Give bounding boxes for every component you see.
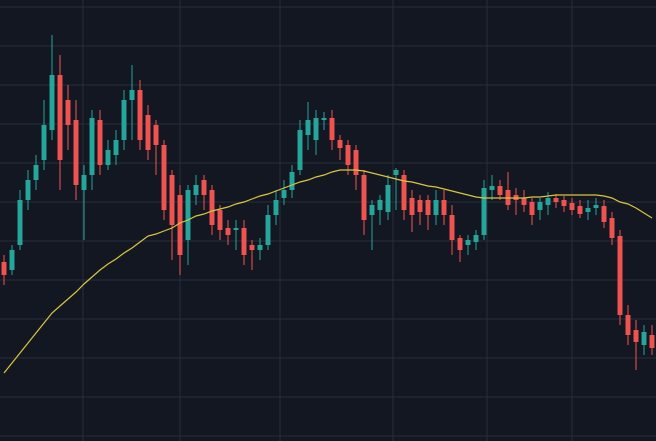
candle-body bbox=[481, 188, 487, 235]
candle-body bbox=[73, 120, 79, 185]
candle-body bbox=[113, 140, 119, 155]
candle-body bbox=[649, 335, 655, 348]
candle-body bbox=[65, 100, 71, 125]
candle-body bbox=[137, 90, 143, 140]
candle-body bbox=[201, 180, 207, 195]
candle-body bbox=[193, 185, 199, 195]
candle-body bbox=[545, 198, 551, 205]
candle-body bbox=[25, 180, 31, 200]
candle-body bbox=[97, 120, 103, 165]
candle-body bbox=[561, 200, 567, 206]
candle-body bbox=[433, 200, 439, 215]
candle-body bbox=[145, 115, 151, 150]
candle-body bbox=[281, 190, 287, 198]
candle-body bbox=[337, 140, 343, 148]
candle-body bbox=[185, 190, 191, 240]
candle-body bbox=[209, 190, 215, 225]
candle-body bbox=[257, 245, 263, 250]
candle-body bbox=[441, 200, 447, 215]
candle-body bbox=[289, 172, 295, 190]
candle-body bbox=[33, 165, 39, 180]
candle-body bbox=[633, 330, 639, 342]
candle-body bbox=[601, 206, 607, 222]
candle-body bbox=[497, 186, 503, 195]
candle-body bbox=[17, 200, 23, 245]
candle-body bbox=[321, 118, 327, 120]
candle-body bbox=[225, 228, 231, 235]
candle-body bbox=[393, 170, 399, 175]
candle-body bbox=[233, 228, 239, 230]
candle-body bbox=[297, 130, 303, 170]
candle-body bbox=[537, 202, 543, 210]
candle-body bbox=[609, 218, 615, 238]
candle-body bbox=[465, 240, 471, 245]
candle-body bbox=[449, 215, 455, 240]
candle-body bbox=[361, 175, 367, 220]
candle-body bbox=[129, 90, 135, 100]
candle-body bbox=[169, 175, 175, 225]
candle-body bbox=[89, 118, 95, 175]
candle-body bbox=[401, 175, 407, 210]
candle-body bbox=[345, 145, 351, 165]
candle-body bbox=[641, 332, 647, 345]
candle-body bbox=[57, 75, 63, 160]
candle-body bbox=[305, 120, 311, 135]
candle-body bbox=[105, 150, 111, 165]
candle-body bbox=[553, 198, 559, 202]
candle-body bbox=[153, 125, 159, 145]
candle-body bbox=[457, 238, 463, 250]
candle-body bbox=[617, 236, 623, 315]
candle-body bbox=[9, 250, 15, 270]
candle-body bbox=[161, 145, 167, 210]
candle-body bbox=[377, 200, 383, 210]
candle-body bbox=[81, 175, 87, 190]
candle-body bbox=[121, 100, 127, 140]
candle-body bbox=[217, 210, 223, 230]
candle-body bbox=[385, 185, 391, 212]
candle-body bbox=[473, 235, 479, 242]
candle-body bbox=[329, 118, 335, 140]
candle-body bbox=[585, 208, 591, 212]
candle-body bbox=[241, 228, 247, 255]
candle-body bbox=[41, 125, 47, 160]
candle-body bbox=[529, 202, 535, 215]
candle-body bbox=[417, 200, 423, 212]
candle-body bbox=[625, 315, 631, 335]
candle-body bbox=[265, 215, 271, 245]
candle-body bbox=[593, 205, 599, 208]
candle-body bbox=[489, 186, 495, 190]
candle-body bbox=[577, 206, 583, 214]
moving-average bbox=[3, 169, 653, 374]
candle-body bbox=[313, 118, 319, 140]
candle-body bbox=[273, 200, 279, 215]
candle-body bbox=[425, 200, 431, 215]
candle-body bbox=[521, 198, 527, 205]
candle-body bbox=[353, 150, 359, 175]
candle-body bbox=[49, 75, 55, 130]
candle-body bbox=[249, 245, 255, 250]
candle-body bbox=[177, 195, 183, 255]
candle-body bbox=[409, 198, 415, 215]
candle-body bbox=[1, 262, 7, 275]
candle-body bbox=[369, 205, 375, 215]
candle-body bbox=[569, 203, 575, 210]
